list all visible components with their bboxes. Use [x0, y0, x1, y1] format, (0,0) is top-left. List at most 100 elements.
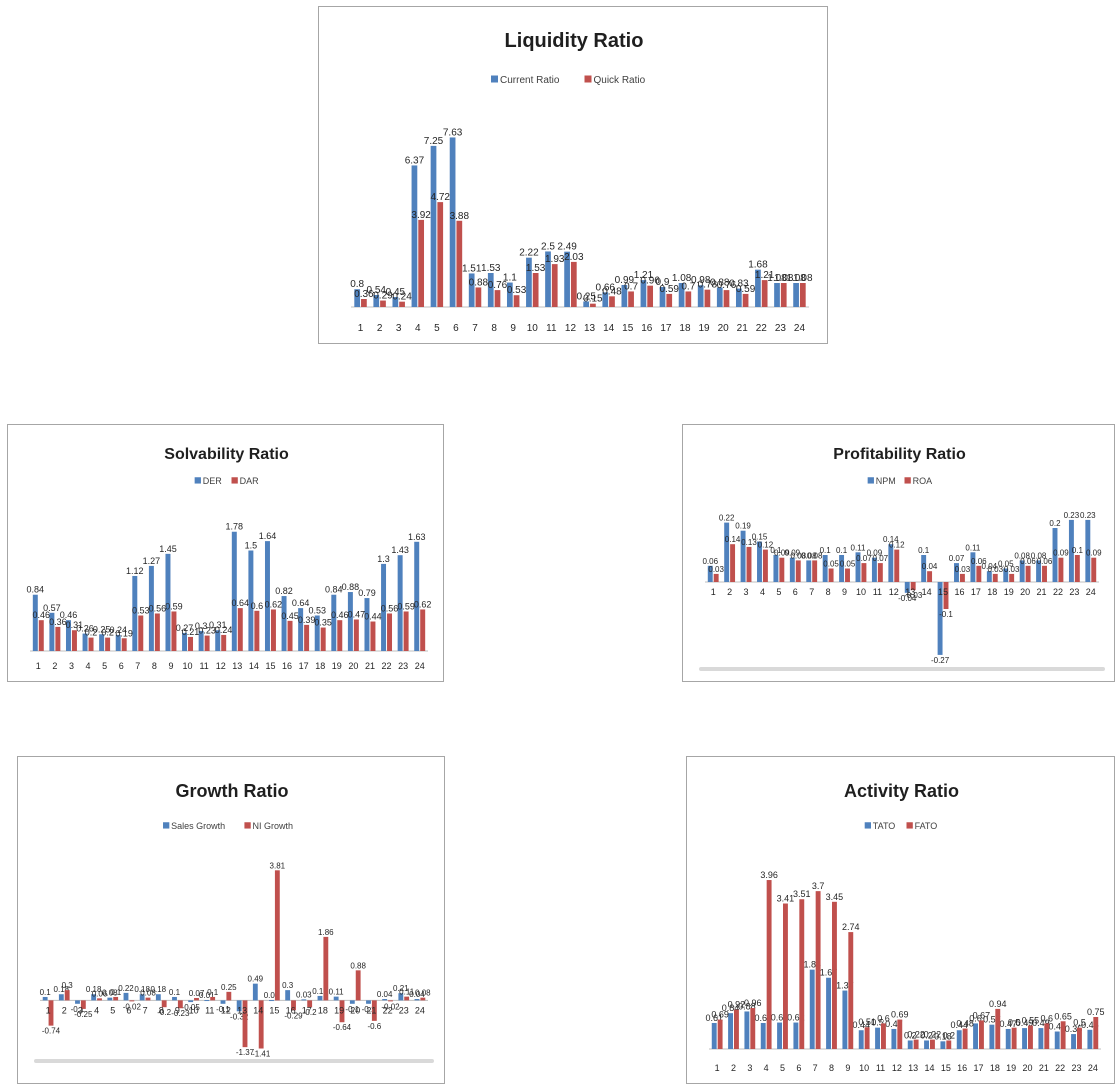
category-tick-label: 13 — [237, 1005, 247, 1015]
category-tick-label: 24 — [415, 661, 425, 671]
data-label: 0.08 — [801, 551, 817, 560]
category-tick-label: 16 — [641, 323, 653, 334]
data-label: 0.06 — [1020, 557, 1036, 566]
bar — [590, 303, 596, 307]
data-label: 0.08 — [807, 551, 823, 560]
data-label: 2.03 — [564, 252, 584, 263]
category-tick-label: 21 — [365, 661, 375, 671]
legend-label: NI Growth — [253, 821, 294, 831]
bar — [269, 1000, 274, 1002]
category-tick-label: 18 — [315, 661, 325, 671]
data-label: 0.64 — [232, 598, 250, 608]
profitability-ratio-chart: Profitability Ratio NPM ROA 0.06 0.22 0.19 0.1… — [682, 424, 1115, 682]
bar — [237, 608, 243, 651]
bar — [1044, 1023, 1050, 1049]
data-label: -0.1 — [71, 1005, 85, 1014]
data-label: 0.47 — [885, 1019, 903, 1029]
category-tick-label: 2 — [727, 587, 732, 597]
data-label: 0.45 — [386, 287, 406, 298]
category-tick-label: 2 — [731, 1063, 736, 1073]
bar — [231, 531, 237, 651]
category-tick-label: 9 — [842, 587, 847, 597]
data-label: 1.21 — [634, 270, 654, 281]
bar — [924, 1040, 929, 1049]
data-label: 0.04 — [922, 562, 938, 571]
category-tick-label: 9 — [175, 1005, 180, 1015]
bar — [399, 301, 405, 307]
bar — [38, 620, 44, 651]
bar — [301, 999, 307, 1001]
bar — [437, 202, 444, 307]
category-tick-label: 24 — [1088, 1063, 1098, 1073]
data-label: 6.37 — [405, 155, 425, 166]
category-tick-label: 16 — [957, 1063, 967, 1073]
data-label: 1.51 — [462, 263, 482, 274]
data-label: 0.2 — [904, 1030, 917, 1040]
bar — [564, 251, 570, 307]
data-label: 0.15 — [583, 294, 603, 305]
data-label: 0.24 — [392, 292, 412, 303]
category-tick-label: 18 — [990, 1063, 1000, 1073]
bar — [242, 1000, 248, 1048]
data-label: 0.13 — [741, 538, 757, 547]
category-tick-label: 13 — [232, 661, 242, 671]
category-tick-label: 17 — [660, 323, 672, 334]
bar — [1019, 560, 1025, 582]
data-label: 0.29 — [373, 291, 393, 302]
category-tick-label: 7 — [809, 587, 814, 597]
data-label: -0.2 — [303, 1008, 317, 1017]
bar — [828, 568, 834, 582]
data-label: 0.08 — [1031, 551, 1047, 560]
data-label: 0.1 — [110, 988, 122, 997]
bar — [129, 1000, 135, 1002]
data-label: 0.48 — [602, 286, 622, 297]
category-tick-label: 1 — [711, 587, 716, 597]
data-label: 0.49 — [248, 975, 264, 984]
data-label: 1.45 — [159, 544, 177, 554]
data-label: 0.05 — [840, 560, 856, 569]
bar — [449, 137, 456, 307]
category-tick-label: 6 — [796, 1063, 801, 1073]
data-label: 0.6 — [969, 1013, 982, 1023]
bar — [848, 932, 854, 1049]
data-label: 3.45 — [826, 892, 844, 902]
category-tick-label: 24 — [794, 323, 806, 334]
liquidity-ratio-chart: Liquidity Ratio Current Ratio Quick Ratio 0… — [318, 6, 828, 344]
data-label: 0.36 — [354, 289, 374, 300]
bar — [979, 1020, 984, 1049]
data-label: 0.18 — [934, 1031, 952, 1041]
bar — [799, 283, 806, 307]
data-label: 0.06 — [92, 989, 108, 998]
data-label: 0.09 — [1086, 549, 1102, 558]
bar — [121, 638, 127, 651]
category-tick-label: 15 — [941, 1063, 951, 1073]
bar — [123, 992, 129, 1001]
category-tick-label: 12 — [216, 661, 226, 671]
bar — [347, 592, 353, 651]
bar — [762, 549, 768, 582]
category-tick-label: 24 — [415, 1005, 425, 1015]
bar — [1054, 1031, 1060, 1049]
data-label: -1.41 — [252, 1050, 271, 1059]
bar — [1071, 1034, 1076, 1049]
bar — [760, 1022, 766, 1049]
bar — [88, 637, 94, 651]
bar — [252, 983, 258, 1001]
data-label: 0.6 — [877, 1013, 890, 1023]
data-label: 0.3 — [282, 981, 294, 990]
data-label: 0.75 — [1087, 1007, 1105, 1017]
category-tick-label: 19 — [698, 323, 710, 334]
data-label: 0.19 — [735, 522, 751, 531]
chart-title: Liquidity Ratio — [505, 30, 644, 52]
data-label: 0.47 — [999, 1019, 1017, 1029]
data-label: 1.86 — [318, 928, 334, 937]
data-label: 1.12 — [126, 566, 144, 576]
data-label: 3.96 — [760, 870, 778, 880]
bar — [962, 1028, 968, 1049]
bar — [411, 165, 418, 307]
data-label: 0.22 — [719, 514, 735, 523]
category-tick-label: 4 — [764, 1063, 769, 1073]
bar — [826, 977, 831, 1049]
data-label: -1.37 — [236, 1048, 255, 1057]
